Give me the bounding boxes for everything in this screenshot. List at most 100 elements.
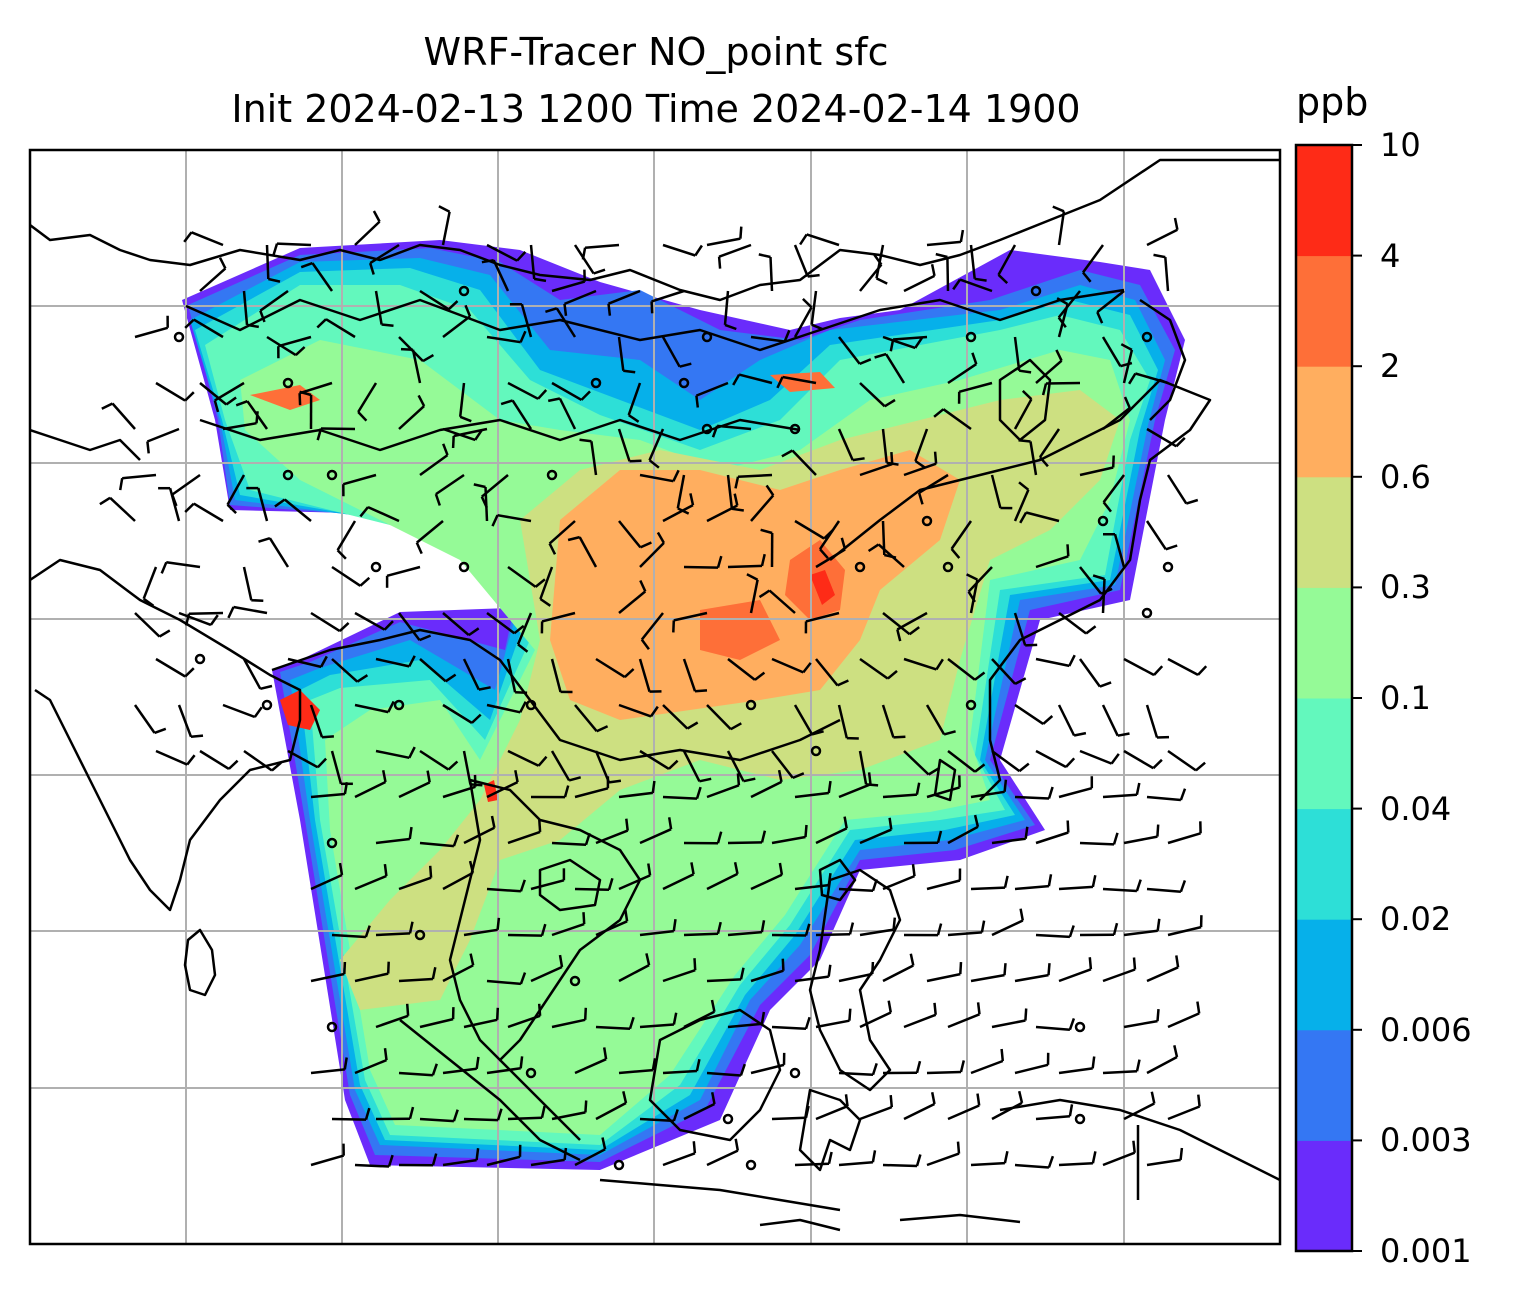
wind-barb-flag: [1003, 1151, 1009, 1164]
wind-barb-flag: [584, 1100, 588, 1113]
wind-barb-flag: [1156, 918, 1161, 931]
wind-barb-shaft: [507, 381, 539, 400]
wind-barb-shaft: [639, 749, 670, 770]
wind-barb-shaft: [805, 611, 840, 623]
wind-barb-shaft: [991, 1019, 1026, 1029]
wind-barb-flag: [1156, 824, 1160, 837]
wind-barb-shaft: [683, 932, 719, 937]
wind-barb-flag: [1175, 955, 1180, 968]
wind-barb-shaft: [486, 1067, 521, 1075]
wind-barb-flag: [321, 735, 334, 739]
wind-barb-flag: [294, 346, 306, 357]
wind-barb-shaft: [903, 462, 937, 477]
wind-barb-flag: [468, 627, 480, 637]
wind-barb-shaft: [1167, 832, 1201, 845]
wind-barb-shaft: [331, 933, 366, 939]
wind-barb-flag: [359, 576, 371, 587]
wind-calm-marker: [1074, 1113, 1086, 1125]
wind-barb-shaft: [970, 1059, 1004, 1075]
wind-barb-flag: [1039, 456, 1049, 468]
wind-barb-shaft: [191, 231, 224, 247]
wind-barb-shaft: [903, 657, 937, 671]
wind-barb-flag: [602, 1047, 608, 1060]
coastline-lake: [538, 858, 602, 912]
wind-barb-shaft: [737, 473, 773, 478]
wind-barb-shaft: [1035, 749, 1067, 769]
wind-barb-flag: [1014, 677, 1027, 686]
wind-barb-flag: [765, 484, 775, 497]
wind-barb-flag: [930, 1091, 936, 1105]
wind-barb-shaft: [375, 657, 410, 668]
wind-barb-flag: [1025, 643, 1038, 647]
wind-barb-flag: [871, 879, 878, 892]
wind-barb-shaft: [793, 306, 813, 338]
wind-barb-flag: [1052, 205, 1065, 213]
wind-barb-flag: [976, 1002, 981, 1015]
wind-barb-flag: [804, 1105, 810, 1118]
wind-barb-shaft: [662, 873, 695, 891]
wind-barb-shaft: [1014, 795, 1050, 800]
wind-calm-marker: [789, 1067, 801, 1079]
wind-barb-flag: [274, 498, 286, 508]
wind-barb-shaft: [311, 262, 334, 292]
wind-barb-shaft: [749, 579, 759, 614]
wind-barb-flag: [974, 763, 986, 773]
wind-barb-shaft: [416, 520, 444, 544]
wind-barb-shaft: [918, 473, 949, 494]
wind-barb-shaft: [859, 263, 883, 292]
coastline-new-guinea: [999, 1098, 1280, 1182]
wind-barb-flag: [935, 658, 944, 671]
wind-calm-marker: [458, 285, 470, 297]
wind-barb-shaft: [374, 290, 383, 325]
wind-barb-shaft: [903, 1013, 937, 1029]
coastline-malay-peninsula: [499, 1059, 581, 1141]
wind-barb-shaft: [551, 381, 583, 401]
wind-barb-flag: [343, 961, 347, 975]
wind-barb-flag: [1197, 665, 1208, 676]
wind-barb-flag: [884, 398, 896, 408]
wind-barb-flag: [298, 393, 302, 406]
wind-barb-flag: [475, 1056, 480, 1069]
wind-barb-flag: [840, 537, 847, 550]
wind-barb-shaft: [1025, 511, 1060, 523]
wind-barb-flag: [1185, 498, 1199, 505]
wind-barb-shaft: [914, 428, 929, 462]
coastline-sumatra: [399, 1019, 581, 1162]
wind-barb-shaft: [199, 382, 228, 406]
wind-barb-shaft: [595, 829, 629, 845]
wind-barb-flag: [873, 254, 883, 266]
wind-barb-flag: [1196, 1001, 1201, 1014]
border-tibet: [199, 418, 801, 452]
wind-barb-shaft: [618, 703, 652, 718]
wind-barb-shaft: [706, 704, 732, 731]
wind-barb-shaft: [442, 871, 474, 891]
wind-barb-shaft: [486, 611, 516, 635]
wind-barb-shaft: [578, 536, 598, 568]
wind-barb-shaft: [1035, 831, 1069, 845]
wind-barb-shaft: [1014, 703, 1044, 725]
wind-barb-flag: [804, 1016, 811, 1030]
wind-barb-flag: [408, 655, 416, 667]
wind-barb-shaft: [881, 428, 888, 463]
wind-barb-shaft: [354, 220, 381, 246]
wind-calm-marker: [282, 377, 294, 389]
map-title-line-2: Init 2024-02-13 1200 Time 2024-02-14 190…: [231, 87, 1081, 131]
wind-barb-shaft: [926, 879, 961, 891]
coastline-sulawesi: [798, 1088, 862, 1172]
wind-barb-shaft: [618, 874, 651, 891]
wind-barb-shaft: [155, 381, 186, 402]
wind-barb-shaft: [771, 657, 804, 674]
wind-barb-flag: [1085, 625, 1097, 635]
wind-barb-flag: [890, 452, 894, 465]
wind-barb-flag: [451, 435, 455, 449]
wind-barb-flag: [648, 459, 660, 469]
wind-barb-shaft: [1079, 566, 1103, 595]
wind-barb-shaft: [492, 259, 510, 292]
wind-barb-shaft: [639, 929, 674, 937]
wind-barb-flag: [1132, 957, 1137, 970]
wind-barb-shaft: [486, 703, 521, 714]
wind-barb-flag: [584, 832, 591, 846]
wind-barb-flag: [1047, 1155, 1055, 1168]
wind-barb-shaft: [990, 474, 1002, 509]
wind-barb-flag: [710, 1092, 716, 1105]
